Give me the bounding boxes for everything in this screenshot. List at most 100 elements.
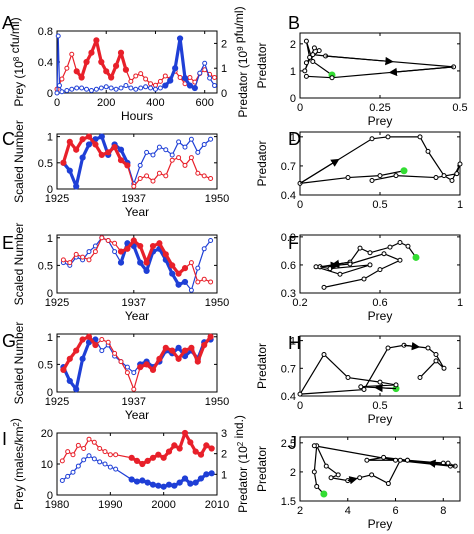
series-point-prey [165, 448, 173, 455]
y-tick-label: 0.4 [38, 57, 53, 69]
series-point-predator [201, 141, 207, 147]
y-axis-label: Prey (108 cfu/ml) [8, 17, 26, 106]
phase-point [433, 358, 439, 364]
series-point-predator [181, 278, 189, 286]
series-point-predator [99, 348, 105, 354]
series-point-prey [75, 442, 81, 448]
x-axis-label: Hours [121, 109, 153, 123]
series-point-prey [208, 279, 214, 285]
series-point-prey [188, 344, 195, 351]
phase-point [335, 472, 341, 478]
y2-axis-label: Predator (109 pfu/ml) [232, 6, 250, 117]
phase-trajectory [298, 344, 445, 395]
series-point-predator [143, 267, 150, 275]
series-point-prey [99, 337, 105, 343]
series-point-predator [148, 85, 154, 91]
series-point-predator [182, 144, 188, 150]
x-tick-label: 1 [457, 199, 463, 211]
x-axis-label: Prey [368, 114, 393, 128]
series-point-predator [113, 466, 119, 472]
series-point-prey [160, 454, 167, 461]
series-point-prey [111, 143, 118, 151]
series-point-predator [66, 167, 73, 174]
phase-point [345, 375, 351, 381]
series-point-prey [60, 366, 67, 374]
phase-point [405, 243, 411, 249]
series-point-predator [188, 136, 194, 142]
start-point [412, 253, 420, 261]
series-point-prey [86, 257, 92, 263]
phase-point [311, 443, 317, 449]
series-point-predator [64, 88, 70, 94]
series-point-prey [112, 350, 118, 356]
series-point-predator [149, 481, 157, 488]
x-tick-label: 1950 [205, 396, 229, 408]
y-tick-label: 0.5 [38, 260, 53, 272]
series-point-prey [124, 245, 131, 252]
series-point-predator [150, 152, 156, 158]
panel-letter-j: J [288, 433, 297, 453]
phase-point [397, 239, 403, 245]
phase-point [393, 382, 399, 388]
phase-point [393, 457, 399, 463]
series-point-prey [91, 439, 97, 445]
phase-point [369, 472, 375, 478]
series-point-prey [117, 248, 125, 255]
series-point-prey [156, 355, 163, 362]
y-tick-label: 0 [47, 184, 53, 196]
series-point-predator [191, 84, 198, 92]
y-tick-label: 2 [290, 467, 296, 479]
series-point-predator [56, 83, 62, 89]
x-tick-label: 1937 [122, 193, 146, 205]
series-point-prey [130, 237, 137, 244]
series-point-predator [212, 83, 218, 89]
y-tick-label: 0 [47, 490, 53, 502]
panel-b: B 0 0.25 0.5 0 1 2 Prey Predator [255, 13, 468, 128]
x-tick-label: 6 [392, 505, 398, 517]
series-point-prey [143, 361, 150, 368]
y2-tick-label: 1 [221, 469, 227, 481]
series-point-predator [172, 65, 179, 72]
series-point-predator [176, 35, 184, 42]
phase-point [337, 271, 343, 277]
series-point-predator [181, 475, 189, 482]
series-point-prey [188, 155, 194, 161]
y-tick-label: 0 [290, 93, 296, 105]
series-point-prey [201, 341, 208, 349]
x-tick-label: 0 [54, 97, 60, 109]
series-point-prey [208, 176, 214, 182]
y-tick-label: 0.6 [281, 260, 296, 272]
x-tick-label: 0.2 [292, 297, 307, 309]
series-point-predator [197, 70, 203, 76]
series-point-prey [128, 454, 135, 461]
phase-point [361, 276, 367, 282]
phase-point [377, 267, 383, 273]
series-point-predator [208, 470, 215, 477]
series-point-prey [194, 358, 201, 365]
phase-point [302, 68, 308, 74]
series-point-predator [98, 133, 105, 140]
x-tick-label: 0 [297, 102, 303, 114]
series-point-predator [202, 60, 208, 66]
phase-point [387, 244, 393, 250]
y-tick-label: 0.4 [281, 190, 296, 202]
plot-frame [299, 234, 461, 294]
series-point-predator [181, 75, 189, 82]
plot-frame [56, 234, 218, 294]
panel-letter-f: F [288, 233, 299, 253]
series-point-predator [155, 482, 162, 489]
series-point-predator [102, 461, 108, 467]
series-point-prey [124, 370, 130, 376]
series-point-predator [81, 457, 87, 463]
phase-point [441, 173, 447, 179]
series-point-predator [124, 364, 130, 370]
phase-point [377, 173, 383, 179]
direction-arrow [299, 158, 340, 184]
series-point-prey [79, 136, 86, 143]
series-point-predator [79, 355, 86, 362]
y-tick-label: 20 [41, 428, 53, 440]
y2-axis-label: Predator (102 ind.) [232, 415, 250, 513]
series-point-prey [176, 155, 182, 161]
series-point-predator [143, 84, 149, 90]
